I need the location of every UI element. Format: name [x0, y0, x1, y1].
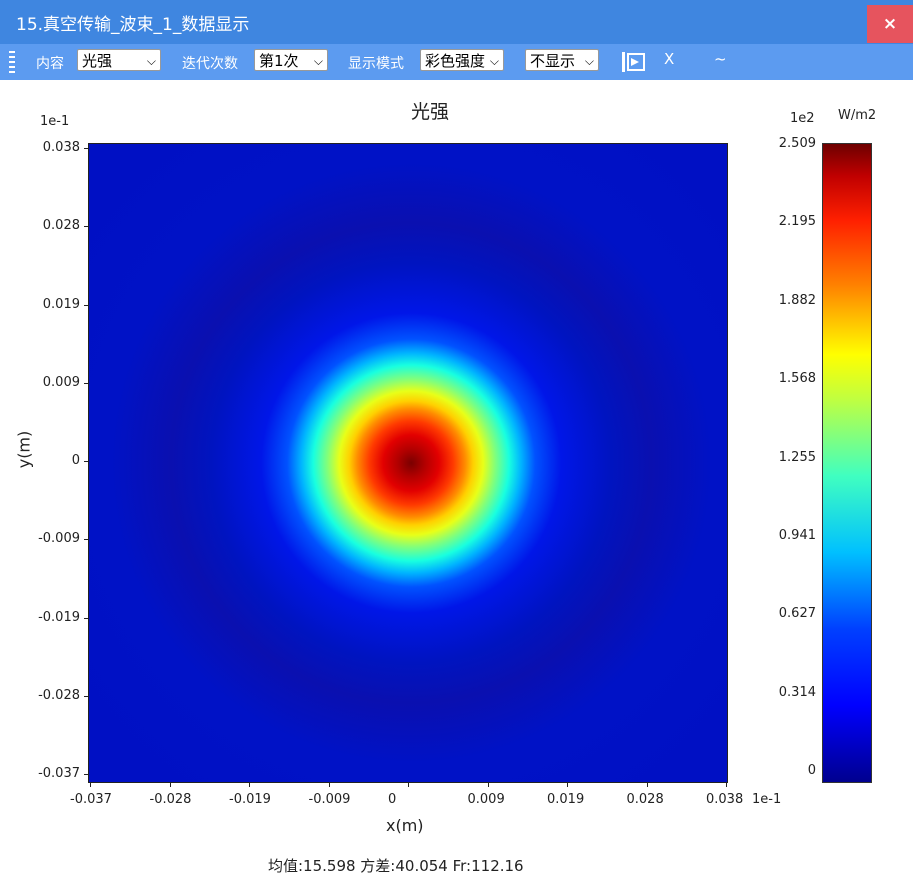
- y-tick-mark: [84, 774, 88, 775]
- y-tick-label: -0.028: [38, 687, 80, 703]
- x-tick-mark: [726, 783, 727, 787]
- y-tick-mark: [84, 539, 88, 541]
- display-mode-select[interactable]: 彩色强度 ⌵: [420, 49, 504, 71]
- x-tick-mark: [90, 783, 91, 787]
- x-tick-label: -0.037: [70, 792, 112, 807]
- y-tick-label: -0.037: [38, 766, 80, 781]
- y-tick-label: 0: [71, 453, 80, 468]
- colorbar-tick-label: 0.627: [778, 606, 816, 622]
- y-tick-mark: [84, 382, 88, 384]
- title-bar: 15.真空传输_波束_1_数据显示 ×: [0, 0, 913, 44]
- toolbar: 内容 光强 ⌵ 迭代次数 第1次 ⌵ 显示模式 彩色强度 ⌵ 不显示 ⌵ X ~: [0, 44, 913, 80]
- display-mode-select-value: 彩色强度: [425, 52, 485, 70]
- x-tick-mark: [328, 783, 330, 787]
- window-title: 15.真空传输_波束_1_数据显示: [16, 15, 250, 35]
- x-tick-label: 0.028: [626, 792, 664, 807]
- x-tick-mark: [646, 783, 648, 787]
- chevron-down-icon: ⌵: [584, 54, 594, 68]
- colorbar-unit: W/m2: [838, 108, 877, 123]
- display-mode-label: 显示模式: [348, 56, 404, 72]
- close-button[interactable]: ×: [867, 5, 913, 43]
- chevron-down-icon: ⌵: [489, 54, 499, 68]
- y-tick-mark: [84, 695, 88, 697]
- y-tick-mark: [84, 148, 88, 149]
- x-tick-label: -0.019: [229, 792, 271, 807]
- chevron-down-icon: ⌵: [146, 54, 156, 68]
- iteration-label: 迭代次数: [182, 56, 238, 72]
- x-tick-mark: [408, 783, 409, 787]
- y-axis-label: y(m): [14, 430, 34, 469]
- x-tick-mark: [249, 783, 250, 787]
- y-tick-label: 0.028: [42, 218, 80, 234]
- x-tick-label: 0.019: [547, 792, 585, 807]
- plot-title: 光强: [410, 101, 449, 123]
- colorbar: [822, 143, 872, 783]
- toolbar-grip-icon[interactable]: [9, 51, 15, 73]
- y-tick-label: 0.009: [42, 374, 80, 390]
- x-tick-mark: [169, 783, 171, 787]
- iteration-select-value: 第1次: [259, 52, 299, 70]
- wave-button[interactable]: ~: [714, 50, 727, 68]
- y-tick-mark: [84, 461, 88, 462]
- y-tick-mark: [84, 304, 88, 306]
- iteration-select[interactable]: 第1次 ⌵: [254, 49, 328, 71]
- x-exponent: 1e-1: [752, 792, 782, 807]
- y-tick-mark: [84, 617, 88, 619]
- intensity-heatmap[interactable]: [88, 143, 728, 783]
- colorbar-tick-label: 1.882: [778, 292, 816, 308]
- x-tick-label: -0.028: [149, 792, 192, 807]
- y-tick-label: -0.009: [38, 531, 80, 547]
- content-select-value: 光强: [82, 52, 113, 70]
- colorbar-tick-label: 0: [807, 763, 816, 778]
- x-tick-mark: [487, 783, 489, 787]
- chevron-down-icon: ⌵: [313, 54, 323, 68]
- display-select[interactable]: 不显示 ⌵: [525, 49, 599, 71]
- y-tick-mark: [84, 226, 88, 228]
- x-axis-label: x(m): [386, 816, 424, 835]
- x-tick-label: 0.038: [706, 792, 744, 807]
- colorbar-tick-label: 1.255: [778, 449, 816, 465]
- colorbar-exponent: 1e2: [790, 111, 815, 126]
- x-tick-label: 0: [388, 792, 397, 807]
- colorbar-tick-label: 0.314: [778, 684, 816, 700]
- y-tick-label: 0.038: [42, 140, 80, 155]
- heatmap-frame: [88, 143, 728, 783]
- content-select[interactable]: 光强 ⌵: [77, 49, 161, 71]
- y-exponent: 1e-1: [40, 114, 70, 129]
- x-tick-label: 0.009: [467, 792, 505, 807]
- y-tick-label: 0.019: [42, 296, 80, 312]
- x-tick-label: -0.009: [308, 792, 351, 807]
- colorbar-tick-label: 2.509: [778, 136, 816, 151]
- colorbar-tick-label: 0.941: [778, 527, 816, 543]
- content-label: 内容: [36, 56, 64, 72]
- statistics-readout: 均值:15.598 方差:40.054 Fr:112.16: [268, 857, 524, 875]
- colorbar-tick-label: 1.568: [778, 371, 816, 387]
- display-select-value: 不显示: [530, 52, 576, 70]
- x-tick-mark: [567, 783, 568, 787]
- y-tick-label: -0.019: [38, 609, 80, 625]
- colorbar-tick-label: 2.195: [778, 214, 816, 230]
- export-icon[interactable]: [620, 50, 646, 74]
- x-button[interactable]: X: [664, 50, 675, 68]
